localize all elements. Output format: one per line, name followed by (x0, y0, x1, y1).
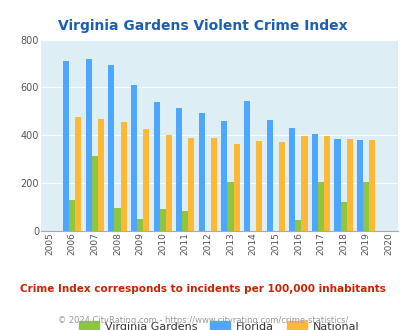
Bar (369, 140, 375, 231)
Bar (356, 140, 362, 231)
Text: Crime Index corresponds to incidents per 100,000 inhabitants: Crime Index corresponds to incidents per… (20, 284, 385, 294)
Bar (143, 129, 149, 231)
Bar (346, 139, 352, 231)
Bar (182, 211, 188, 231)
Bar (301, 137, 307, 231)
Bar (266, 120, 272, 231)
Bar (340, 202, 346, 231)
Bar (233, 144, 239, 231)
Bar (227, 182, 233, 231)
Bar (137, 219, 143, 231)
Bar (153, 102, 159, 231)
Bar (63, 61, 69, 231)
Bar (334, 139, 340, 231)
Bar (98, 118, 104, 231)
Bar (165, 135, 171, 231)
Bar (114, 208, 120, 231)
Bar (198, 113, 205, 231)
Bar (159, 210, 165, 231)
Bar (243, 101, 249, 231)
Bar (288, 128, 294, 231)
Bar (69, 200, 75, 231)
Bar (75, 117, 81, 231)
Bar (188, 138, 194, 231)
Bar (256, 141, 262, 231)
Bar (176, 108, 182, 231)
Bar (108, 65, 114, 231)
Bar (317, 182, 323, 231)
Text: Virginia Gardens Violent Crime Index: Virginia Gardens Violent Crime Index (58, 19, 347, 33)
Bar (92, 156, 98, 231)
Bar (120, 122, 126, 231)
Text: © 2024 CityRating.com - https://www.cityrating.com/crime-statistics/: © 2024 CityRating.com - https://www.city… (58, 316, 347, 325)
Bar (278, 143, 284, 231)
Bar (211, 138, 217, 231)
Bar (221, 121, 227, 231)
Legend: Virginia Gardens, Florida, National: Virginia Gardens, Florida, National (75, 317, 363, 330)
Bar (294, 220, 301, 231)
Bar (85, 59, 92, 231)
Bar (311, 134, 317, 231)
Bar (323, 137, 329, 231)
Bar (131, 85, 137, 231)
Bar (362, 182, 369, 231)
